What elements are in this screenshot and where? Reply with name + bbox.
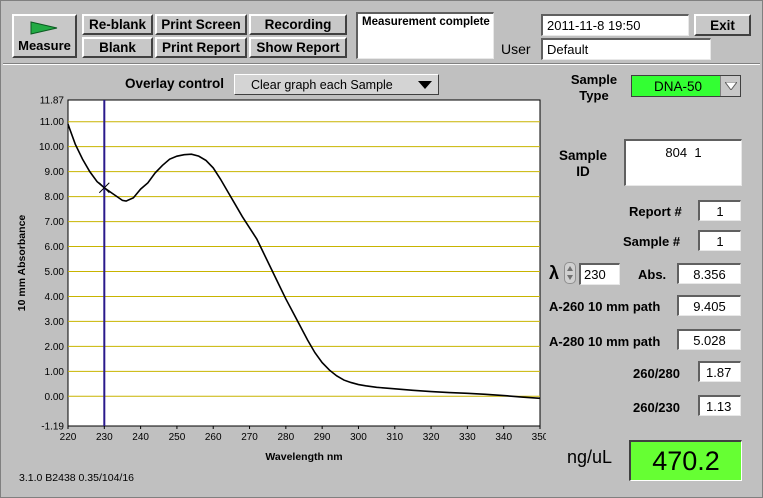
sample-type-label: Sample Type xyxy=(566,72,622,104)
sample-id-field[interactable]: 804 1 xyxy=(624,139,742,186)
x-tick-label: 280 xyxy=(278,432,295,443)
print-screen-button[interactable]: Print Screen xyxy=(155,14,247,35)
lambda-stepper[interactable] xyxy=(564,262,576,284)
x-axis-label: Wavelength nm xyxy=(265,451,342,463)
a260-label: A-260 10 mm path xyxy=(549,299,661,314)
sample-type-dropdown[interactable]: DNA-50 xyxy=(631,75,741,97)
x-tick-label: 310 xyxy=(386,432,403,443)
status-message: Measurement complete xyxy=(362,16,490,28)
x-tick-label: 330 xyxy=(459,432,476,443)
abs-label: Abs. xyxy=(638,267,667,282)
y-tick-label: 9.00 xyxy=(45,167,65,178)
absorbance-curve xyxy=(67,123,541,400)
lambda-symbol: λ xyxy=(549,263,560,283)
y-tick-label: 11.00 xyxy=(40,117,65,128)
toolbar-separator xyxy=(3,63,760,65)
report-number-field[interactable]: 1 xyxy=(698,200,741,221)
print-report-button[interactable]: Print Report xyxy=(155,37,247,58)
recording-button[interactable]: Recording xyxy=(249,14,347,35)
play-arrow-icon xyxy=(30,20,57,35)
sample-type-arrow[interactable] xyxy=(720,76,740,96)
version-text: 3.1.0 B2438 0.35/104/16 xyxy=(19,472,135,484)
crosshair-stroke xyxy=(98,182,110,194)
x-tick-label: 270 xyxy=(241,432,258,443)
datetime-display: 2011-11-8 19:50 xyxy=(541,14,689,36)
x-tick-label: 290 xyxy=(314,432,331,443)
abs-value: 8.356 xyxy=(677,263,741,284)
overlay-control-label: Overlay control xyxy=(125,76,225,91)
y-tick-label: -1.19 xyxy=(41,422,64,433)
x-tick-label: 240 xyxy=(132,432,149,443)
measure-button[interactable]: Measure xyxy=(12,14,77,58)
x-tick-label: 260 xyxy=(205,432,222,443)
x-tick-label: 350 xyxy=(532,432,546,443)
y-axis-label: 10 mm Absorbance xyxy=(16,215,28,312)
a260-value: 9.405 xyxy=(677,295,741,316)
sample-id-label-line2: ID xyxy=(576,164,590,179)
y-tick-label: 0.00 xyxy=(45,392,65,403)
y-tick-label: 11.87 xyxy=(40,96,65,107)
y-tick-label: 2.00 xyxy=(45,342,65,353)
ratio-260-280-label: 260/280 xyxy=(633,366,680,381)
y-tick-label: 5.00 xyxy=(45,267,65,278)
user-label: User xyxy=(501,41,531,57)
blank-button[interactable]: Blank xyxy=(82,37,153,58)
ratio-260-230-label: 260/230 xyxy=(633,400,680,415)
x-tick-label: 230 xyxy=(96,432,113,443)
sample-id-label-line1: Sample xyxy=(558,148,608,163)
status-message-box: Measurement complete xyxy=(356,12,494,59)
a280-label: A-280 10 mm path xyxy=(549,334,661,349)
plot-area xyxy=(67,99,541,427)
sample-type-label-line2: Type xyxy=(579,88,609,103)
report-number-label: Report # xyxy=(629,204,682,219)
y-tick-label: 10.00 xyxy=(39,142,64,153)
x-tick-label: 250 xyxy=(169,432,186,443)
x-tick-label: 220 xyxy=(60,432,77,443)
concentration-value: 470.2 xyxy=(629,440,742,481)
y-tick-label: 1.00 xyxy=(45,367,65,378)
y-tick-label: 7.00 xyxy=(45,217,65,228)
sample-type-value: DNA-50 xyxy=(653,78,702,94)
y-tick-label: 6.00 xyxy=(45,242,65,253)
measure-label: Measure xyxy=(18,37,71,53)
ratio-260-280-value: 1.87 xyxy=(698,361,741,382)
cursor-crosshair-icon xyxy=(98,182,110,194)
overlay-control-dropdown[interactable]: Clear graph each Sample xyxy=(234,74,439,95)
dropdown-arrow-icon xyxy=(418,80,432,89)
reblank-button[interactable]: Re-blank xyxy=(82,14,153,35)
concentration-unit: ng/uL xyxy=(567,447,613,467)
absorbance-chart: 11.87 11.00 10.00 9.00 8.00 7.00 6.00 5.00 4.00 3… xyxy=(16,96,546,464)
y-tick-label: 3.00 xyxy=(45,317,65,328)
show-report-button[interactable]: Show Report xyxy=(249,37,347,58)
ratio-260-230-value: 1.13 xyxy=(698,395,741,416)
overlay-control-value: Clear graph each Sample xyxy=(251,77,393,92)
stepper-arrows-icon xyxy=(567,266,573,280)
sample-number-label: Sample # xyxy=(623,234,681,249)
a280-value: 5.028 xyxy=(677,329,741,350)
sample-type-label-line1: Sample xyxy=(570,72,618,87)
exit-button[interactable]: Exit xyxy=(694,14,751,36)
sample-number-field[interactable]: 1 xyxy=(698,230,741,251)
sample-id-label: Sample ID xyxy=(554,148,612,180)
chevron-down-icon xyxy=(724,82,737,90)
y-tick-label: 4.00 xyxy=(45,292,65,303)
x-tick-label: 320 xyxy=(423,432,440,443)
x-tick-label: 300 xyxy=(350,432,367,443)
x-tick-label: 340 xyxy=(495,432,512,443)
y-tick-label: 8.00 xyxy=(45,192,65,203)
lambda-field[interactable]: 230 xyxy=(579,263,620,285)
user-field[interactable]: Default xyxy=(541,38,711,60)
